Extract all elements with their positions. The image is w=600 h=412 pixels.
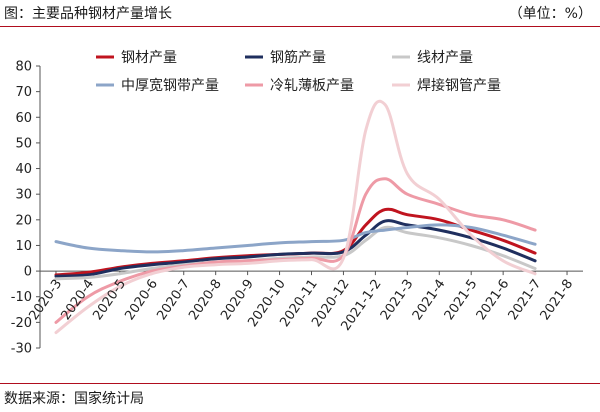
legend-label: 钢筋产量 [270,49,326,66]
legend-label: 焊接钢管产量 [417,77,501,94]
y-tick-label: 20 [15,213,32,228]
series-line [54,99,537,335]
y-tick-label: -30 [11,342,32,357]
y-tick-label: 70 [15,85,32,100]
top-rule [0,26,600,27]
data-source: 数据来源：国家统计局 [4,391,144,407]
series-line [54,223,537,254]
series-lines [54,99,537,335]
legend-label: 线材产量 [417,50,473,66]
bottom-rule [0,383,600,384]
legend-label: 中厚宽钢带产量 [121,77,219,94]
y-tick-label: 0 [24,265,32,280]
legend-label: 钢材产量 [121,50,177,66]
chart-title: 图：主要品种钢材产量增长 [4,6,172,22]
y-tick-label: 60 [15,111,32,126]
y-tick-label: 50 [15,136,32,151]
y-tick-label: 30 [15,188,32,203]
series-line [54,219,537,278]
y-tick-label: -20 [11,316,32,331]
axes: -30 -20 -10 0 10 20 30 40 50 60 70 80 [11,60,583,357]
x-tick-label: 2021-8 [538,277,577,323]
legend-label: 冷轧薄板产量 [270,78,354,94]
y-tick-label: 40 [15,162,32,177]
y-tick-label: 10 [15,239,32,254]
y-tick-label: 80 [15,60,32,75]
y-tick-label: -10 [11,290,32,305]
unit-label: （单位：%） [508,6,592,22]
